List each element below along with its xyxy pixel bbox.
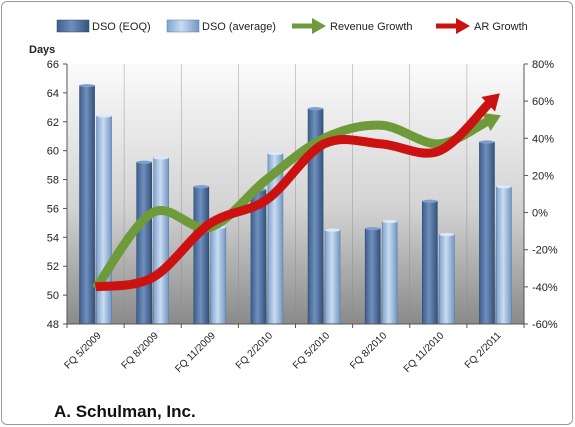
legend-swatch-dso-average xyxy=(166,19,200,33)
bar-dso-average xyxy=(439,234,455,325)
right-axis-ticks: -60% -40% -20% 0% 20% 40% 60% 80% xyxy=(524,59,558,331)
x-tick-label: FQ 2/2011 xyxy=(463,330,504,371)
x-tick-label: FQ 8/2010 xyxy=(348,330,389,371)
legend-label-ar-growth: AR Growth xyxy=(474,21,528,33)
arrowhead-ar-growth xyxy=(481,93,500,112)
bar-dso-eoq xyxy=(422,200,438,325)
x-tick-label: FQ 5/2010 xyxy=(291,330,332,371)
x-axis-ticks: FQ 5/2009 FQ 8/2009 FQ 11/2009 FQ 2/2010 FQ … xyxy=(62,324,525,375)
legend-arrow-ar-growth xyxy=(456,18,470,34)
legend-arrow-revenue-growth xyxy=(312,18,326,34)
legend-swatch-dso-eoq xyxy=(56,19,90,33)
x-tick-label: FQ 11/2010 xyxy=(402,330,447,375)
bar-top-dso-eoq xyxy=(79,84,95,88)
right-tick-label: 20% xyxy=(532,170,554,182)
x-tick-label: FQ 2/2010 xyxy=(234,330,275,371)
legend-item-dso-eoq: DSO (EOQ) xyxy=(56,19,151,33)
bar-top-dso-eoq xyxy=(136,160,152,164)
left-axis-ticks: 48 50 52 54 56 58 60 62 64 66 xyxy=(47,59,67,331)
legend: DSO (EOQ) DSO (average) Revenue Growth A… xyxy=(56,18,528,34)
bar-top-dso-average xyxy=(96,114,112,118)
company-label: A. Schulman, Inc. xyxy=(54,402,196,421)
x-grid-lines xyxy=(123,64,468,324)
left-tick-label: 48 xyxy=(47,319,59,331)
line-layer xyxy=(91,93,501,292)
right-tick-label: 60% xyxy=(532,96,554,108)
left-tick-label: 58 xyxy=(47,175,59,187)
bar-top-dso-average xyxy=(325,228,341,232)
left-axis-title: Days xyxy=(29,44,55,56)
bar-top-dso-eoq xyxy=(479,140,495,144)
legend-item-dso-average: DSO (average) xyxy=(166,19,276,33)
right-tick-label: -60% xyxy=(532,319,558,331)
bar-dso-eoq xyxy=(193,186,210,325)
bar-top-dso-eoq xyxy=(193,185,209,189)
left-tick-label: 64 xyxy=(47,88,59,100)
bar-top-dso-eoq xyxy=(308,107,324,111)
x-tick-label: FQ 5/2009 xyxy=(62,330,103,371)
bar-dso-average xyxy=(324,229,341,325)
bar-dso-average xyxy=(210,226,227,325)
legend-label-revenue-growth: Revenue Growth xyxy=(330,21,413,33)
bar-dso-eoq xyxy=(364,228,381,325)
bar-top-dso-eoq xyxy=(365,227,381,231)
bar-layer xyxy=(79,84,512,325)
arrowhead-revenue-growth xyxy=(482,112,501,132)
left-tick-label: 54 xyxy=(47,232,59,244)
bar-dso-average xyxy=(496,186,512,325)
left-tick-label: 52 xyxy=(47,261,59,273)
legend-item-ar-growth: AR Growth xyxy=(436,18,528,34)
bar-top-dso-average xyxy=(267,151,283,156)
line-ar-growth xyxy=(94,100,492,292)
bar-dso-average xyxy=(381,221,398,325)
left-tick-label: 56 xyxy=(47,203,59,215)
legend-label-dso-average: DSO (average) xyxy=(202,21,276,33)
bar-dso-average xyxy=(153,157,169,325)
left-tick-label: 62 xyxy=(47,117,59,129)
left-tick-label: 60 xyxy=(47,146,59,158)
x-tick-label: FQ 8/2009 xyxy=(120,330,161,371)
bar-dso-eoq xyxy=(79,85,95,325)
legend-label-dso-eoq: DSO (EOQ) xyxy=(92,21,151,33)
legend-item-revenue-growth: Revenue Growth xyxy=(292,18,413,34)
bar-top-dso-average xyxy=(496,185,512,189)
bar-top-dso-average xyxy=(382,219,398,224)
right-tick-label: -40% xyxy=(532,282,558,294)
left-tick-label: 50 xyxy=(47,290,59,302)
line-revenue-growth xyxy=(91,117,489,292)
right-tick-label: -20% xyxy=(532,245,558,257)
x-tick-label: FQ 11/2009 xyxy=(173,330,218,375)
bar-dso-eoq xyxy=(479,141,495,325)
bar-top-dso-average xyxy=(439,232,455,237)
bar-top-dso-average xyxy=(153,156,169,160)
bar-dso-eoq xyxy=(136,161,152,325)
right-tick-label: 0% xyxy=(532,208,548,220)
bar-dso-average xyxy=(96,115,112,325)
right-tick-label: 80% xyxy=(532,59,554,71)
right-tick-label: 40% xyxy=(532,133,554,145)
left-tick-label: 66 xyxy=(47,59,59,71)
bar-top-dso-eoq xyxy=(422,199,438,203)
